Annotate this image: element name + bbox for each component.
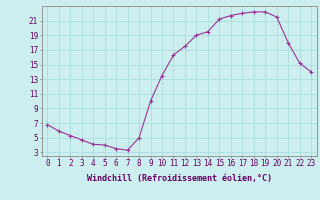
X-axis label: Windchill (Refroidissement éolien,°C): Windchill (Refroidissement éolien,°C) — [87, 174, 272, 183]
